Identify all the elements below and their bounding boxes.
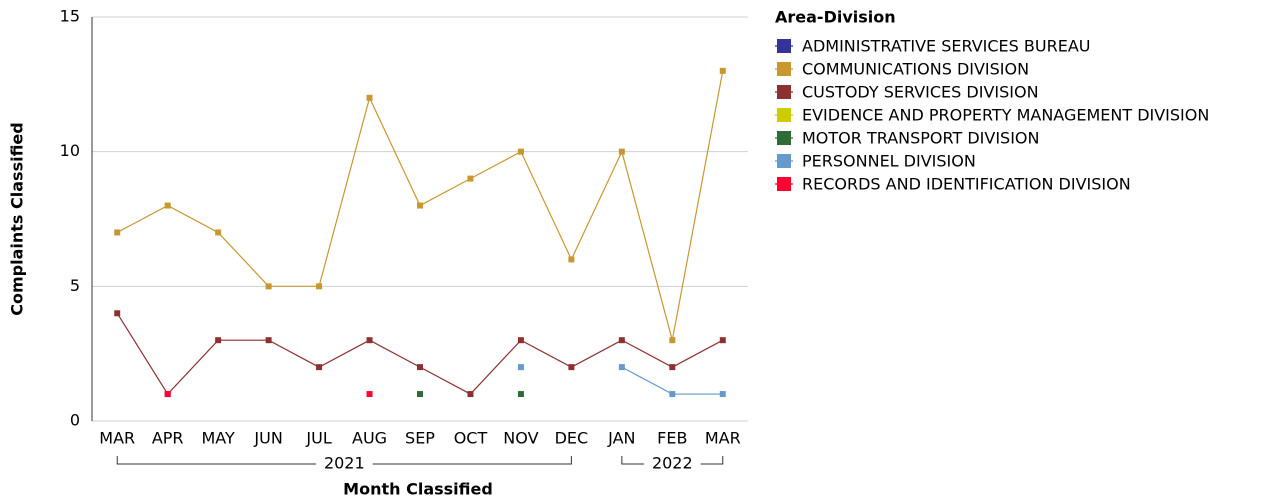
point-marker bbox=[618, 148, 625, 155]
y-tick-label: 10 bbox=[60, 141, 80, 160]
point-marker bbox=[568, 256, 575, 263]
x-tick-label: AUG bbox=[352, 429, 387, 448]
legend-swatch bbox=[777, 39, 791, 53]
point-marker bbox=[215, 229, 222, 236]
point-marker bbox=[719, 337, 726, 344]
point-marker bbox=[366, 337, 373, 344]
year-bracket bbox=[621, 456, 724, 465]
x-tick-label: OCT bbox=[454, 429, 488, 448]
year-bracket bbox=[116, 456, 572, 465]
y-tick-label: 0 bbox=[70, 411, 80, 430]
x-tick-label: SEP bbox=[405, 429, 435, 448]
point-marker bbox=[417, 364, 423, 371]
point-marker bbox=[618, 337, 625, 344]
point-marker bbox=[517, 148, 524, 155]
year-label: 2022 bbox=[652, 454, 693, 473]
point-marker bbox=[719, 391, 726, 398]
point-marker bbox=[316, 283, 323, 290]
x-tick-label: MAY bbox=[202, 429, 236, 448]
x-tick-label: JUN bbox=[253, 429, 282, 448]
x-tick-label: MAR bbox=[99, 429, 135, 448]
legend-title: Area-Division bbox=[775, 8, 896, 27]
x-tick-label: MAR bbox=[705, 429, 741, 448]
x-axis-label: Month Classified bbox=[343, 480, 493, 499]
point-marker bbox=[366, 391, 373, 398]
point-marker bbox=[417, 391, 423, 398]
legend-swatch bbox=[777, 177, 791, 191]
point-marker bbox=[517, 337, 524, 344]
point-marker bbox=[517, 364, 524, 371]
point-marker bbox=[164, 391, 171, 398]
legend-label: EVIDENCE AND PROPERTY MANAGEMENT DIVISIO… bbox=[802, 106, 1209, 125]
x-tick-label: DEC bbox=[555, 429, 589, 448]
legend-swatch bbox=[777, 154, 791, 168]
point-marker bbox=[669, 364, 676, 371]
legend-label: ADMINISTRATIVE SERVICES BUREAU bbox=[802, 37, 1090, 56]
year-label: 2021 bbox=[324, 454, 365, 473]
y-tick-label: 15 bbox=[60, 7, 80, 26]
point-marker bbox=[719, 67, 726, 74]
x-tick-label: FEB bbox=[657, 429, 687, 448]
x-tick-label: NOV bbox=[503, 429, 538, 448]
series-line bbox=[621, 366, 723, 395]
legend-label: PERSONNEL DIVISION bbox=[802, 152, 976, 171]
point-marker bbox=[669, 391, 676, 398]
point-marker bbox=[316, 364, 323, 371]
point-marker bbox=[164, 202, 171, 209]
point-marker bbox=[618, 364, 625, 371]
point-marker bbox=[417, 202, 423, 209]
x-tick-label: APR bbox=[152, 429, 184, 448]
point-marker bbox=[215, 337, 222, 344]
legend-swatch bbox=[777, 131, 791, 145]
point-marker bbox=[114, 310, 121, 317]
legend-label: CUSTODY SERVICES DIVISION bbox=[802, 83, 1039, 102]
legend-swatch bbox=[777, 108, 791, 122]
legend-swatch bbox=[777, 62, 791, 76]
point-marker bbox=[517, 391, 524, 398]
series-line bbox=[116, 312, 724, 396]
point-marker bbox=[467, 391, 474, 398]
point-marker bbox=[114, 229, 121, 236]
x-tick-label: JUL bbox=[305, 429, 331, 448]
y-tick-label: 5 bbox=[70, 276, 80, 295]
x-tick-label: JAN bbox=[607, 429, 635, 448]
point-marker bbox=[366, 94, 373, 101]
point-marker bbox=[265, 337, 272, 344]
legend-label: COMMUNICATIONS DIVISION bbox=[802, 60, 1029, 79]
y-axis-label: Complaints Classified bbox=[8, 122, 27, 315]
point-marker bbox=[669, 337, 676, 344]
legend-label: RECORDS AND IDENTIFICATION DIVISION bbox=[802, 175, 1131, 194]
point-marker bbox=[265, 283, 272, 290]
point-marker bbox=[568, 364, 575, 371]
legend-label: MOTOR TRANSPORT DIVISION bbox=[802, 129, 1039, 148]
legend-swatch bbox=[777, 85, 791, 99]
point-marker bbox=[467, 175, 474, 182]
